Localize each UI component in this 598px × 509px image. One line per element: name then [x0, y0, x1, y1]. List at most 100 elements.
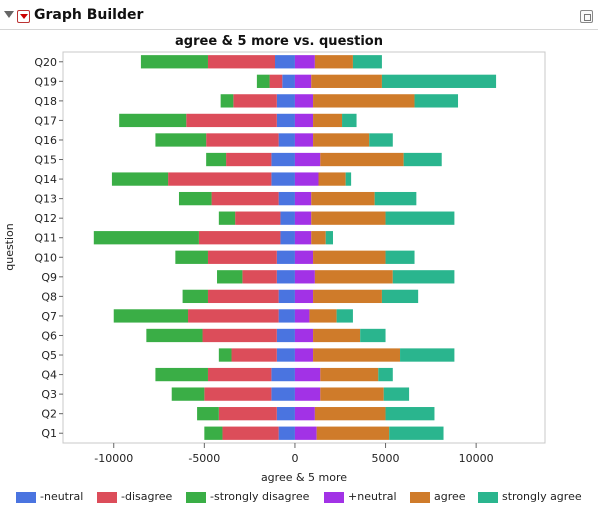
- bar-q9-s5[interactable]: [392, 270, 455, 284]
- bar-q18-s2[interactable]: [220, 94, 234, 108]
- bar-q15-s5[interactable]: [403, 152, 442, 167]
- bar-q19-s0[interactable]: [282, 74, 295, 88]
- bar-q9-s2[interactable]: [217, 270, 243, 284]
- bar-q4-s3[interactable]: [294, 367, 321, 382]
- bar-q19-s2[interactable]: [256, 74, 270, 88]
- bar-q18-s4[interactable]: [313, 94, 415, 108]
- bar-q1-s3[interactable]: [294, 426, 317, 440]
- bar-q15-s4[interactable]: [320, 152, 404, 167]
- bar-q18-s3[interactable]: [294, 94, 314, 108]
- bar-q9-s3[interactable]: [294, 270, 315, 284]
- bar-q6-s0[interactable]: [276, 328, 295, 343]
- bar-q8-s1[interactable]: [207, 289, 279, 304]
- bar-q15-s1[interactable]: [226, 152, 272, 167]
- bar-q6-s1[interactable]: [202, 328, 277, 343]
- bar-q16-s0[interactable]: [278, 133, 295, 147]
- bar-q20-s4[interactable]: [314, 55, 353, 69]
- bar-q18-s0[interactable]: [276, 94, 295, 108]
- bar-q3-s0[interactable]: [271, 387, 295, 401]
- bar-q13-s2[interactable]: [178, 191, 212, 206]
- bar-q5-s3[interactable]: [294, 348, 314, 362]
- bar-q12-s0[interactable]: [280, 211, 295, 225]
- bar-q11-s2[interactable]: [93, 231, 199, 245]
- bar-q20-s1[interactable]: [207, 55, 276, 69]
- bar-q5-s2[interactable]: [218, 348, 232, 362]
- bar-q16-s4[interactable]: [313, 133, 370, 147]
- bar-q7-s2[interactable]: [113, 309, 189, 323]
- bar-q7-s5[interactable]: [336, 309, 353, 323]
- bar-q1-s4[interactable]: [316, 426, 390, 440]
- bar-q5-s5[interactable]: [400, 348, 455, 362]
- bar-q14-s2[interactable]: [111, 172, 169, 186]
- bar-q3-s4[interactable]: [320, 387, 384, 401]
- bar-q16-s5[interactable]: [369, 133, 393, 147]
- bar-q6-s2[interactable]: [146, 328, 203, 343]
- bar-q10-s3[interactable]: [294, 250, 314, 264]
- bar-q8-s2[interactable]: [182, 289, 208, 304]
- bar-q12-s2[interactable]: [218, 211, 236, 225]
- bar-q8-s4[interactable]: [313, 289, 382, 304]
- bar-q2-s3[interactable]: [294, 407, 315, 421]
- bar-q14-s4[interactable]: [318, 172, 346, 186]
- bar-q15-s2[interactable]: [206, 152, 227, 167]
- bar-q13-s4[interactable]: [311, 191, 375, 206]
- bar-q2-s5[interactable]: [385, 407, 435, 421]
- bar-q3-s1[interactable]: [204, 387, 272, 401]
- bar-q19-s1[interactable]: [269, 74, 283, 88]
- bar-q18-s1[interactable]: [233, 94, 277, 108]
- bar-q17-s3[interactable]: [294, 113, 314, 128]
- bar-q17-s5[interactable]: [342, 113, 357, 128]
- bar-q10-s5[interactable]: [385, 250, 415, 264]
- bar-q17-s1[interactable]: [186, 113, 277, 128]
- bar-q14-s5[interactable]: [345, 172, 352, 186]
- bar-q16-s3[interactable]: [294, 133, 314, 147]
- bar-q7-s3[interactable]: [294, 309, 310, 323]
- bar-q4-s1[interactable]: [207, 367, 272, 382]
- bar-q8-s5[interactable]: [381, 289, 419, 304]
- bar-q11-s5[interactable]: [325, 231, 333, 245]
- bar-q12-s5[interactable]: [385, 211, 455, 225]
- bar-q15-s0[interactable]: [271, 152, 295, 167]
- bar-q19-s5[interactable]: [381, 74, 497, 88]
- bar-q9-s4[interactable]: [314, 270, 393, 284]
- bar-q3-s3[interactable]: [294, 387, 321, 401]
- bar-q4-s2[interactable]: [155, 367, 208, 382]
- bar-q7-s1[interactable]: [188, 309, 279, 323]
- bar-q17-s0[interactable]: [276, 113, 295, 128]
- bar-q1-s1[interactable]: [222, 426, 279, 440]
- bar-q7-s4[interactable]: [309, 309, 337, 323]
- bar-q16-s2[interactable]: [155, 133, 207, 147]
- bar-q10-s2[interactable]: [175, 250, 208, 264]
- bar-q4-s5[interactable]: [378, 367, 393, 382]
- bar-q10-s0[interactable]: [276, 250, 295, 264]
- bar-q5-s4[interactable]: [313, 348, 401, 362]
- bar-q1-s0[interactable]: [278, 426, 295, 440]
- bar-q10-s1[interactable]: [207, 250, 277, 264]
- bar-q1-s2[interactable]: [204, 426, 223, 440]
- bar-q2-s0[interactable]: [276, 407, 295, 421]
- bar-q12-s4[interactable]: [311, 211, 386, 225]
- bar-q6-s3[interactable]: [294, 328, 314, 343]
- bar-q14-s3[interactable]: [294, 172, 319, 186]
- bar-q7-s0[interactable]: [278, 309, 295, 323]
- bar-q14-s0[interactable]: [271, 172, 295, 186]
- bar-q4-s0[interactable]: [271, 367, 295, 382]
- bar-q1-s5[interactable]: [389, 426, 444, 440]
- bar-q19-s3[interactable]: [294, 74, 312, 88]
- bar-q11-s4[interactable]: [311, 231, 326, 245]
- bar-q11-s1[interactable]: [198, 231, 281, 245]
- bar-q19-s4[interactable]: [311, 74, 382, 88]
- bar-q14-s1[interactable]: [168, 172, 272, 186]
- bar-q10-s4[interactable]: [313, 250, 386, 264]
- bar-q2-s1[interactable]: [218, 407, 277, 421]
- bar-q20-s2[interactable]: [140, 55, 208, 69]
- bar-q6-s4[interactable]: [313, 328, 361, 343]
- bar-q13-s3[interactable]: [294, 191, 312, 206]
- control-panel-icon[interactable]: [580, 10, 593, 23]
- bar-q18-s5[interactable]: [414, 94, 459, 108]
- bar-q13-s5[interactable]: [374, 191, 417, 206]
- bar-q11-s0[interactable]: [280, 231, 295, 245]
- bar-q8-s3[interactable]: [294, 289, 314, 304]
- bar-q15-s3[interactable]: [294, 152, 321, 167]
- bar-q11-s3[interactable]: [294, 231, 312, 245]
